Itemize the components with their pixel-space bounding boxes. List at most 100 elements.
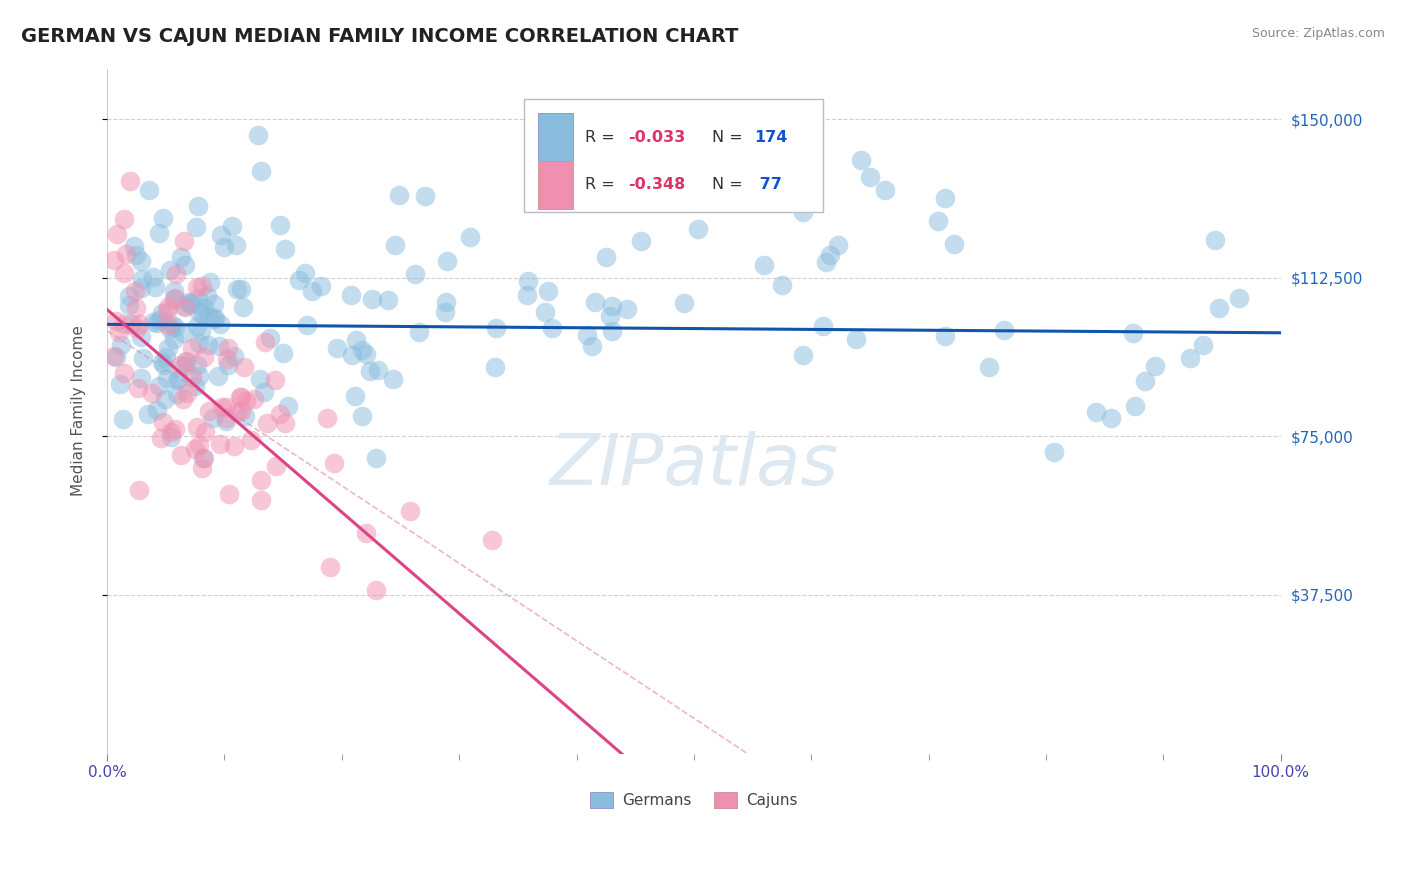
- Text: -0.348: -0.348: [628, 178, 686, 193]
- Point: [269, 407, 291, 421]
- Point: [209, 318, 232, 332]
- Point: [112, 266, 135, 280]
- Text: N =: N =: [711, 129, 748, 145]
- Point: [264, 458, 287, 473]
- Point: [224, 349, 246, 363]
- Point: [193, 450, 215, 465]
- Point: [1122, 326, 1144, 341]
- Point: [128, 483, 150, 498]
- Point: [827, 238, 849, 252]
- Point: [112, 412, 135, 426]
- Point: [977, 360, 1000, 375]
- Point: [166, 387, 188, 401]
- Point: [311, 278, 333, 293]
- Point: [112, 366, 135, 380]
- Point: [125, 321, 148, 335]
- Point: [187, 369, 209, 384]
- Point: [235, 409, 257, 424]
- Point: [159, 322, 181, 336]
- Point: [166, 373, 188, 387]
- Point: [212, 240, 235, 254]
- Point: [859, 170, 882, 185]
- Point: [141, 385, 163, 400]
- Point: [191, 278, 214, 293]
- Point: [583, 295, 606, 310]
- Point: [323, 456, 346, 470]
- Point: [217, 341, 239, 355]
- Point: [752, 258, 775, 272]
- Point: [191, 460, 214, 475]
- Point: [377, 293, 399, 307]
- Point: [217, 358, 239, 372]
- Point: [517, 274, 540, 288]
- Point: [138, 183, 160, 197]
- Point: [343, 389, 366, 403]
- Point: [193, 450, 215, 465]
- Point: [408, 325, 430, 339]
- Point: [183, 379, 205, 393]
- Point: [174, 355, 197, 369]
- Text: 77: 77: [754, 178, 782, 193]
- Point: [1192, 338, 1215, 352]
- Point: [145, 316, 167, 330]
- Point: [239, 433, 262, 447]
- Point: [600, 324, 623, 338]
- Point: [536, 284, 558, 298]
- Point: [152, 306, 174, 320]
- Point: [156, 304, 179, 318]
- Point: [242, 392, 264, 406]
- Text: GERMAN VS CAJUN MEDIAN FAMILY INCOME CORRELATION CHART: GERMAN VS CAJUN MEDIAN FAMILY INCOME COR…: [21, 27, 738, 45]
- Point: [181, 341, 204, 355]
- Point: [160, 318, 183, 333]
- Point: [229, 403, 252, 417]
- Point: [120, 318, 142, 332]
- Point: [460, 230, 482, 244]
- Point: [142, 315, 165, 329]
- Text: N =: N =: [711, 178, 748, 193]
- Point: [188, 335, 211, 350]
- Point: [128, 317, 150, 331]
- Point: [105, 314, 128, 328]
- Point: [177, 294, 200, 309]
- Point: [263, 373, 285, 387]
- Point: [157, 301, 180, 315]
- Point: [191, 307, 214, 321]
- Point: [193, 350, 215, 364]
- Point: [174, 354, 197, 368]
- Point: [108, 326, 131, 340]
- Point: [367, 362, 389, 376]
- Point: [160, 430, 183, 444]
- Point: [108, 376, 131, 391]
- Point: [1133, 374, 1156, 388]
- Point: [818, 247, 841, 261]
- Point: [174, 300, 197, 314]
- Point: [211, 400, 233, 414]
- Point: [301, 284, 323, 298]
- Point: [1227, 292, 1250, 306]
- Point: [125, 248, 148, 262]
- Point: [187, 291, 209, 305]
- Point: [541, 321, 564, 335]
- Point: [259, 331, 281, 345]
- Point: [194, 425, 217, 440]
- Point: [118, 289, 141, 303]
- Point: [125, 301, 148, 315]
- Point: [200, 275, 222, 289]
- Point: [120, 174, 142, 188]
- Point: [180, 369, 202, 384]
- Point: [163, 291, 186, 305]
- Point: [294, 267, 316, 281]
- Point: [231, 390, 253, 404]
- Point: [207, 368, 229, 383]
- Point: [208, 436, 231, 450]
- Point: [253, 384, 276, 399]
- Point: [229, 283, 252, 297]
- Point: [481, 533, 503, 547]
- Point: [105, 350, 128, 364]
- Point: [246, 128, 269, 142]
- Point: [153, 392, 176, 406]
- Point: [533, 305, 555, 319]
- Point: [215, 351, 238, 366]
- Point: [208, 339, 231, 353]
- Point: [129, 371, 152, 385]
